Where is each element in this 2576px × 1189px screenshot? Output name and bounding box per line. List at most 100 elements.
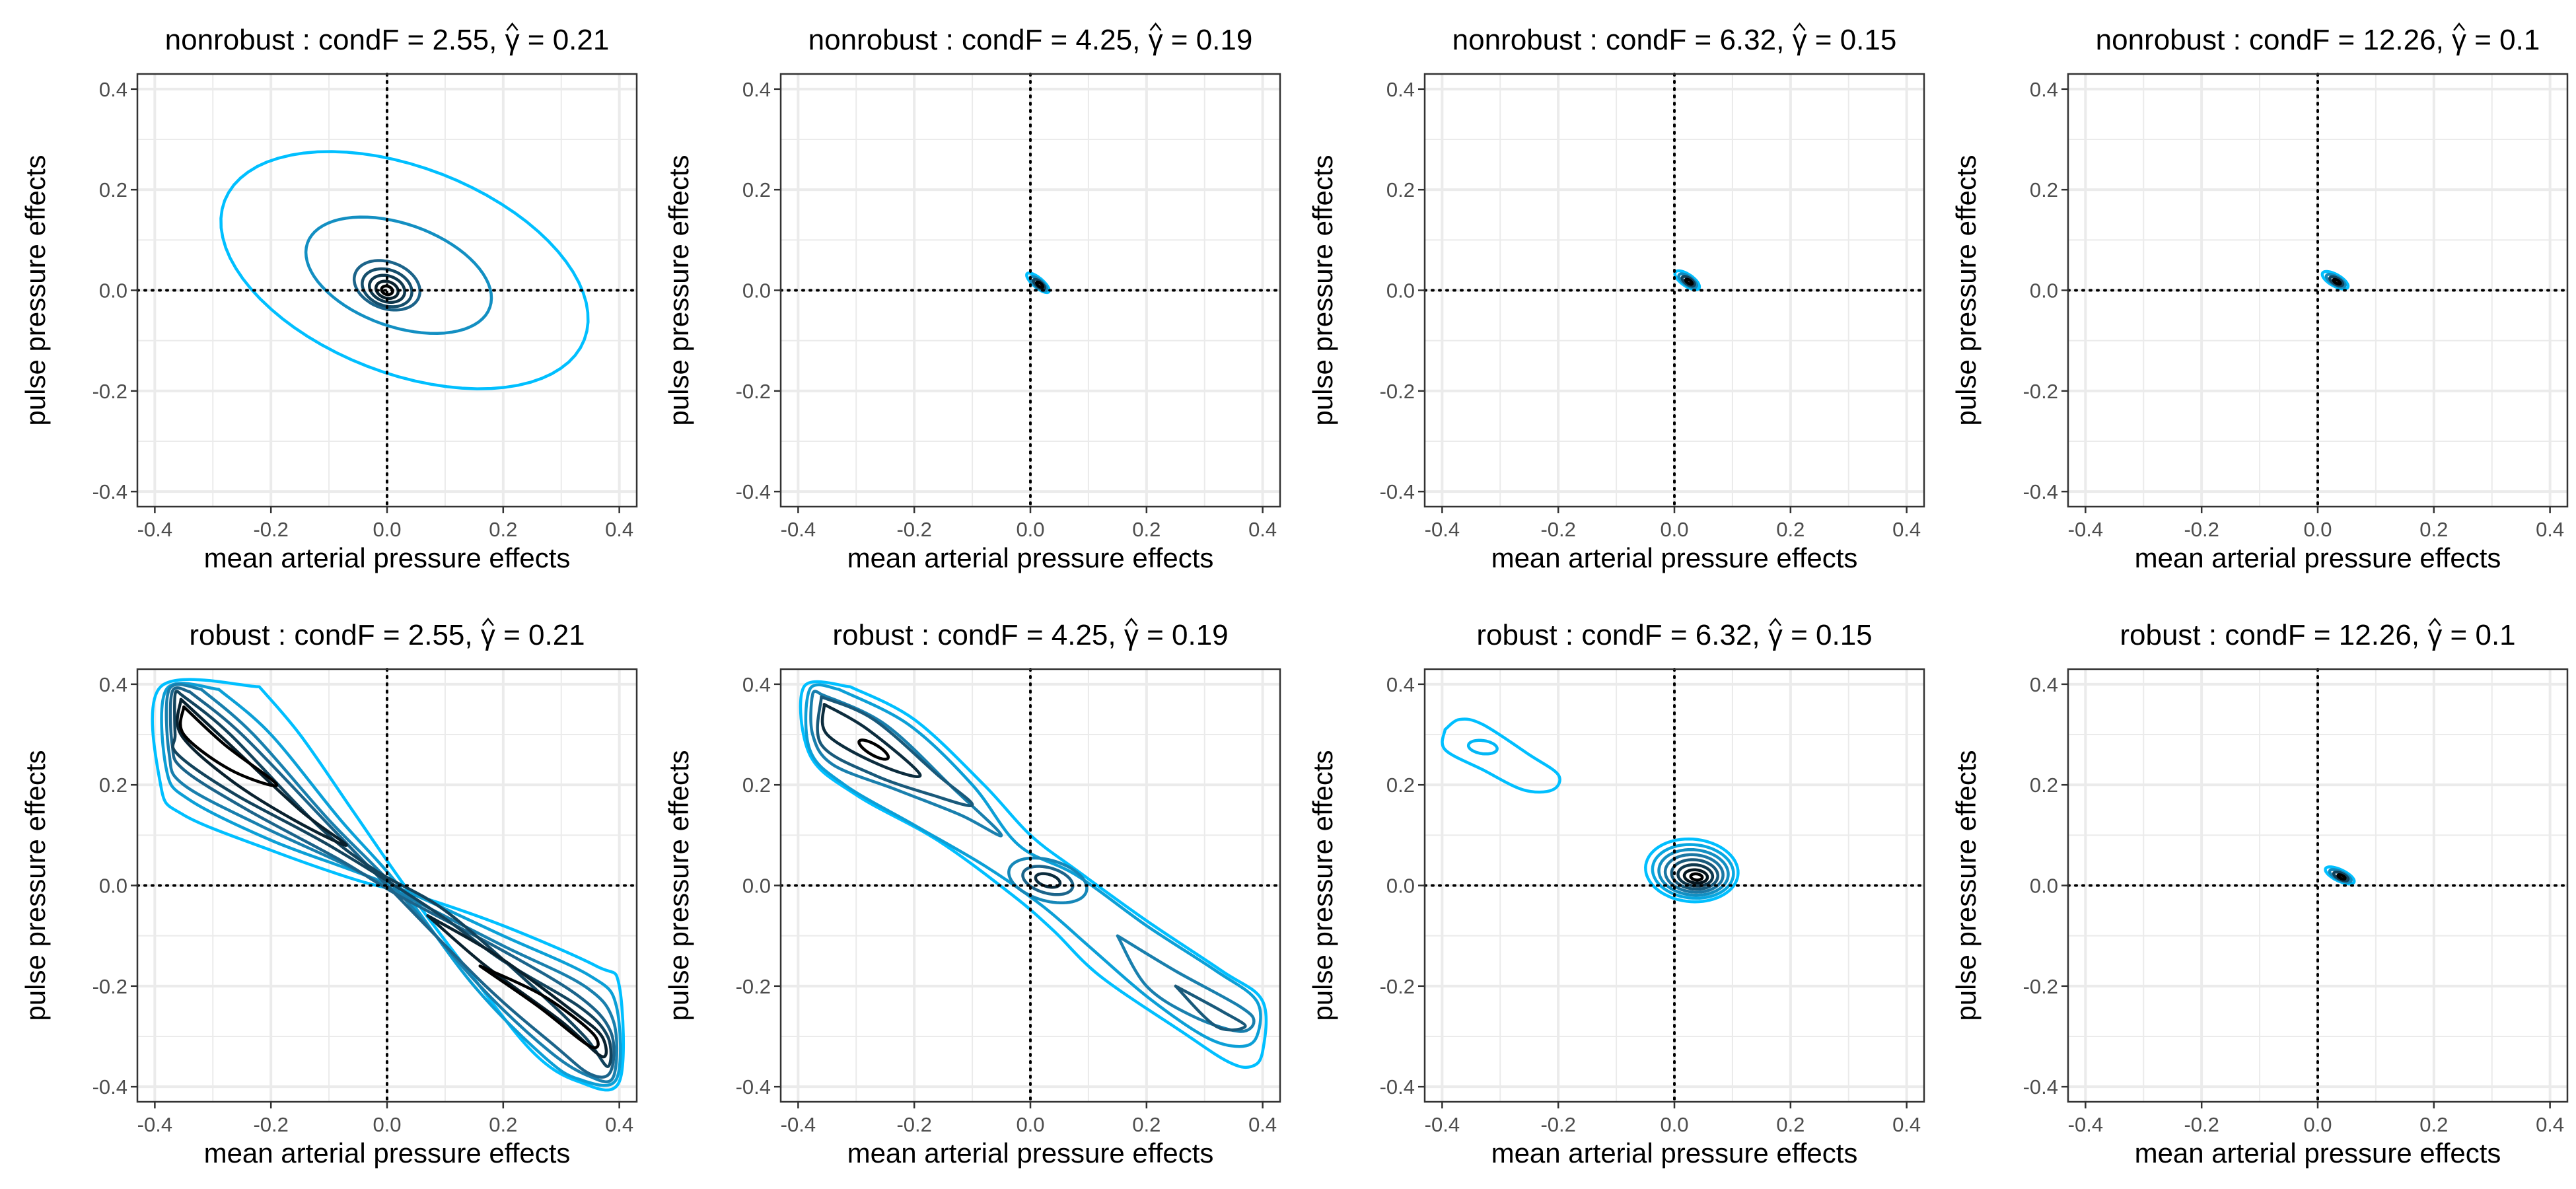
x-tick-label: 0.2 xyxy=(1776,1113,1805,1136)
gamma-value: = 0.1 xyxy=(2442,619,2515,651)
contour-line-7 xyxy=(820,703,922,778)
y-tick-label: -0.2 xyxy=(92,380,127,403)
x-tick-label: 0.4 xyxy=(2536,1113,2564,1136)
y-tick-label: 0.4 xyxy=(742,78,771,101)
y-tick-label: 0.0 xyxy=(99,279,127,303)
y-tick-label: 0.2 xyxy=(99,178,127,201)
contour-line-2 xyxy=(1466,739,1499,756)
x-tick-label: -0.2 xyxy=(1540,1113,1575,1136)
x-axis-title: mean arterial pressure effects xyxy=(847,1137,1214,1169)
contour-line-2 xyxy=(160,682,622,1087)
x-tick-label: 0.2 xyxy=(1132,1113,1161,1136)
y-tick-label: 0.2 xyxy=(2030,774,2058,797)
y-axis-title: pulse pressure effects xyxy=(20,155,51,425)
x-tick-label: 0.4 xyxy=(605,518,633,541)
contour-line-8 xyxy=(1007,856,1089,905)
y-tick-label: 0.0 xyxy=(99,875,127,898)
panel-title: nonrobust : condF = 6.32, γ = 0.15 xyxy=(1452,24,1897,56)
x-tick-label: -0.2 xyxy=(2184,1113,2219,1136)
contour-line-5 xyxy=(171,690,613,1068)
y-tick-label: -0.2 xyxy=(736,380,771,403)
gamma-symbol: γ xyxy=(481,619,495,651)
gamma-symbol: γ xyxy=(505,24,520,56)
x-tick-label: -0.2 xyxy=(896,1113,931,1136)
contour-group xyxy=(151,678,626,1092)
x-tick-label: 0.0 xyxy=(2303,518,2332,541)
y-tick-label: 0.4 xyxy=(742,673,771,696)
contour-line-8 xyxy=(178,705,279,787)
x-tick-label: -0.4 xyxy=(1425,518,1460,541)
title-stat: condF = 12.26, xyxy=(2249,24,2452,56)
gamma-hat xyxy=(1769,617,1781,626)
gamma-value: = 0.1 xyxy=(2466,24,2540,56)
x-tick-label: -0.2 xyxy=(1540,518,1575,541)
y-tick-label: -0.4 xyxy=(2023,480,2058,503)
x-axis-title: mean arterial pressure effects xyxy=(204,1137,571,1169)
contour-line-4 xyxy=(1116,934,1256,1033)
x-tick-label: -0.4 xyxy=(781,1113,816,1136)
title-stat: condF = 2.55, xyxy=(294,619,481,651)
y-tick-label: 0.4 xyxy=(2030,673,2058,696)
contour-line-11 xyxy=(857,739,890,761)
gamma-value: = 0.21 xyxy=(520,24,610,56)
contour-line-6 xyxy=(176,698,348,847)
title-colon: : xyxy=(1581,24,1606,56)
title-stat: condF = 4.25, xyxy=(962,24,1149,56)
x-tick-label: 0.2 xyxy=(2419,1113,2448,1136)
x-axis-title: mean arterial pressure effects xyxy=(847,542,1214,573)
contour-line-6 xyxy=(1663,853,1725,894)
contour-line-10 xyxy=(1689,872,1704,882)
x-axis-title: mean arterial pressure effects xyxy=(204,542,571,573)
contour-line-1 xyxy=(799,680,1268,1069)
gamma-hat xyxy=(1125,617,1137,626)
contour-line-4 xyxy=(2332,277,2342,286)
title-colon: : xyxy=(913,619,938,651)
x-tick-label: 0.2 xyxy=(489,518,517,541)
title-prefix: nonrobust xyxy=(2096,24,2225,56)
contour-group xyxy=(1025,271,1051,295)
contour-line-2 xyxy=(304,215,493,335)
title-colon: : xyxy=(2225,24,2249,56)
panel-title: robust : condF = 2.55, γ = 0.21 xyxy=(189,619,585,651)
title-colon: : xyxy=(294,24,318,56)
contour-line-1 xyxy=(151,678,626,1092)
x-tick-label: 0.0 xyxy=(373,1113,401,1136)
x-tick-label: -0.2 xyxy=(2184,518,2219,541)
x-tick-label: -0.4 xyxy=(137,1113,172,1136)
y-tick-label: -0.2 xyxy=(2023,380,2058,403)
title-prefix: robust xyxy=(189,619,269,651)
y-tick-label: -0.4 xyxy=(92,1075,127,1099)
gamma-symbol: γ xyxy=(1793,24,1807,56)
y-tick-label: 0.0 xyxy=(1386,875,1415,898)
x-tick-label: 0.4 xyxy=(1248,1113,1277,1136)
title-stat: condF = 6.32, xyxy=(1606,24,1793,56)
y-axis-title: pulse pressure effects xyxy=(663,750,694,1021)
gamma-symbol: γ xyxy=(2452,24,2466,56)
title-prefix: nonrobust xyxy=(808,24,938,56)
contour-line-7 xyxy=(1670,858,1720,891)
x-tick-label: -0.4 xyxy=(1425,1113,1460,1136)
contour-group xyxy=(219,150,590,390)
title-prefix: robust xyxy=(1476,619,1557,651)
x-tick-label: 0.0 xyxy=(373,518,401,541)
title-prefix: robust xyxy=(2120,619,2200,651)
gamma-hat xyxy=(1793,22,1806,31)
panel-title: robust : condF = 4.25, γ = 0.19 xyxy=(832,619,1228,651)
contour-line-1 xyxy=(1441,717,1561,794)
x-tick-label: -0.4 xyxy=(2068,518,2103,541)
y-tick-label: 0.2 xyxy=(1386,178,1415,201)
x-tick-label: -0.2 xyxy=(253,518,288,541)
title-prefix: robust xyxy=(832,619,913,651)
contour-line-9 xyxy=(1021,865,1075,896)
gamma-value: = 0.15 xyxy=(1783,619,1873,651)
y-tick-label: 0.4 xyxy=(2030,78,2058,101)
x-tick-label: 0.0 xyxy=(2303,1113,2332,1136)
y-axis-title: pulse pressure effects xyxy=(1307,750,1338,1021)
panel-8: -0.4 -0.2 0.0 0.2 0.4 -0.4 -0.2 0.0 0.2 0.4 mean a… xyxy=(1950,617,2569,1169)
x-tick-label: 0.2 xyxy=(1132,518,1161,541)
y-tick-label: 0.4 xyxy=(1386,78,1415,101)
panel-4: -0.4 -0.2 0.0 0.2 0.4 -0.4 -0.2 0.0 0.2 0.4 mean a… xyxy=(1950,22,2569,573)
y-tick-label: -0.4 xyxy=(736,1075,771,1099)
gamma-hat xyxy=(2429,617,2441,626)
y-tick-label: 0.0 xyxy=(1386,279,1415,303)
